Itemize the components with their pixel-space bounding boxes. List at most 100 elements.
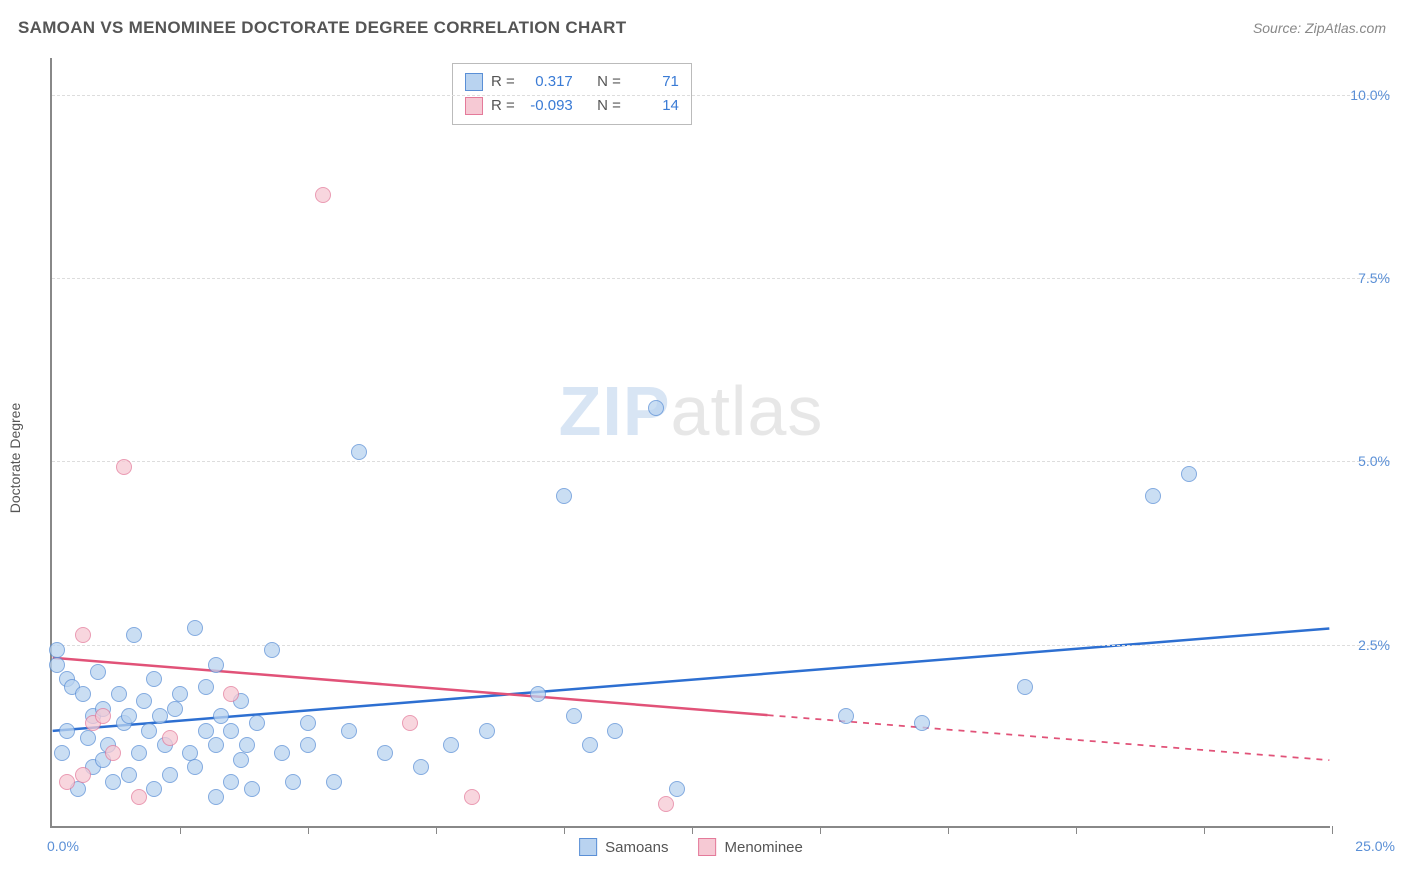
scatter-point	[80, 730, 96, 746]
bottom-legend: Samoans Menominee	[579, 838, 803, 856]
x-tick	[1076, 826, 1077, 834]
scatter-point	[223, 723, 239, 739]
scatter-point	[131, 745, 147, 761]
gridline-h	[52, 645, 1390, 646]
scatter-point	[75, 686, 91, 702]
scatter-point	[914, 715, 930, 731]
trend-line-dashed	[768, 715, 1330, 760]
r-label: R =	[491, 94, 515, 118]
scatter-point	[464, 789, 480, 805]
scatter-point	[556, 488, 572, 504]
scatter-point	[669, 781, 685, 797]
scatter-point	[198, 679, 214, 695]
scatter-point	[131, 789, 147, 805]
scatter-point	[90, 664, 106, 680]
scatter-point	[95, 708, 111, 724]
x-axis-max-label: 25.0%	[1355, 838, 1395, 854]
legend-swatch	[579, 838, 597, 856]
x-tick	[564, 826, 565, 834]
n-value: 71	[629, 70, 679, 94]
legend-swatch	[465, 73, 483, 91]
scatter-point	[479, 723, 495, 739]
scatter-point	[54, 745, 70, 761]
legend-label: Menominee	[724, 839, 802, 856]
n-label: N =	[597, 70, 621, 94]
scatter-point	[172, 686, 188, 702]
scatter-point	[141, 723, 157, 739]
scatter-point	[249, 715, 265, 731]
scatter-point	[121, 767, 137, 783]
scatter-point	[49, 642, 65, 658]
n-label: N =	[597, 94, 621, 118]
scatter-point	[162, 767, 178, 783]
scatter-point	[208, 737, 224, 753]
scatter-point	[213, 708, 229, 724]
y-tick-label: 10.0%	[1335, 87, 1390, 103]
scatter-point	[566, 708, 582, 724]
x-tick	[820, 826, 821, 834]
chart-header: SAMOAN VS MENOMINEE DOCTORATE DEGREE COR…	[0, 0, 1406, 48]
chart-container: Doctorate Degree ZIPatlas R =0.317 N =71…	[50, 58, 1390, 858]
scatter-point	[377, 745, 393, 761]
scatter-point	[285, 774, 301, 790]
scatter-point	[658, 796, 674, 812]
x-tick	[180, 826, 181, 834]
gridline-h	[52, 461, 1390, 462]
scatter-point	[49, 657, 65, 673]
scatter-point	[530, 686, 546, 702]
scatter-point	[607, 723, 623, 739]
chart-title: SAMOAN VS MENOMINEE DOCTORATE DEGREE COR…	[18, 18, 626, 38]
scatter-point	[59, 723, 75, 739]
legend-swatch	[465, 97, 483, 115]
plot-area: ZIPatlas R =0.317 N =71R =-0.093 N =14 0…	[50, 58, 1330, 828]
scatter-point	[1145, 488, 1161, 504]
x-axis-origin-label: 0.0%	[47, 838, 79, 854]
scatter-point	[136, 693, 152, 709]
scatter-point	[264, 642, 280, 658]
scatter-point	[315, 187, 331, 203]
scatter-point	[182, 745, 198, 761]
legend-item: Menominee	[698, 838, 802, 856]
scatter-point	[126, 627, 142, 643]
scatter-point	[300, 715, 316, 731]
stats-row: R =-0.093 N =14	[465, 94, 679, 118]
scatter-point	[244, 781, 260, 797]
scatter-point	[105, 745, 121, 761]
x-tick	[1204, 826, 1205, 834]
y-tick-label: 2.5%	[1335, 637, 1390, 653]
scatter-point	[187, 759, 203, 775]
y-tick-label: 7.5%	[1335, 270, 1390, 286]
watermark-rest: atlas	[671, 372, 824, 450]
scatter-point	[351, 444, 367, 460]
x-tick	[1332, 826, 1333, 834]
scatter-point	[105, 774, 121, 790]
r-value: -0.093	[523, 94, 573, 118]
scatter-point	[116, 459, 132, 475]
scatter-point	[223, 774, 239, 790]
scatter-point	[274, 745, 290, 761]
scatter-point	[233, 752, 249, 768]
x-tick	[308, 826, 309, 834]
scatter-point	[402, 715, 418, 731]
scatter-point	[413, 759, 429, 775]
scatter-point	[223, 686, 239, 702]
x-tick	[692, 826, 693, 834]
scatter-point	[239, 737, 255, 753]
scatter-point	[300, 737, 316, 753]
scatter-point	[208, 789, 224, 805]
scatter-point	[1017, 679, 1033, 695]
scatter-point	[208, 657, 224, 673]
x-tick	[436, 826, 437, 834]
x-tick	[948, 826, 949, 834]
legend-label: Samoans	[605, 839, 668, 856]
gridline-h	[52, 278, 1390, 279]
scatter-point	[167, 701, 183, 717]
r-value: 0.317	[523, 70, 573, 94]
scatter-point	[198, 723, 214, 739]
scatter-point	[75, 767, 91, 783]
scatter-point	[146, 671, 162, 687]
y-tick-label: 5.0%	[1335, 453, 1390, 469]
scatter-point	[146, 781, 162, 797]
stats-row: R =0.317 N =71	[465, 70, 679, 94]
scatter-point	[111, 686, 127, 702]
